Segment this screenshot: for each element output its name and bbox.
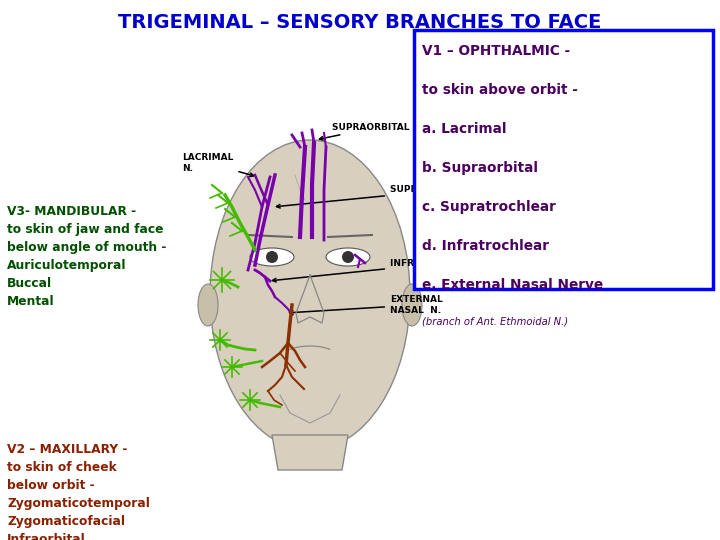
Text: a. Lacrimal: a. Lacrimal (422, 122, 506, 136)
Text: c. Supratrochlear: c. Supratrochlear (422, 200, 556, 214)
Text: b. Supraorbital: b. Supraorbital (422, 161, 538, 175)
Text: V1 – OPHTHALMIC -: V1 – OPHTHALMIC - (422, 44, 570, 58)
Text: (branch of Ant. Ethmoidal N.): (branch of Ant. Ethmoidal N.) (422, 316, 568, 327)
Text: to skin above orbit -: to skin above orbit - (422, 83, 578, 97)
Text: SUPRAORBITAL N.: SUPRAORBITAL N. (320, 123, 423, 140)
Ellipse shape (402, 284, 422, 326)
Text: V2 – MAXILLARY -
to skin of cheek
below orbit -
Zygomaticotemporal
Zygomaticofac: V2 – MAXILLARY - to skin of cheek below … (7, 443, 150, 540)
Text: LACRIMAL
N.: LACRIMAL N. (182, 153, 253, 177)
Circle shape (266, 251, 278, 263)
Ellipse shape (326, 248, 370, 266)
Text: TRIGEMINAL – SENSORY BRANCHES TO FACE: TRIGEMINAL – SENSORY BRANCHES TO FACE (118, 12, 602, 31)
Text: INFRATROCHLEAR N.: INFRATROCHLEAR N. (272, 259, 495, 282)
Polygon shape (272, 435, 348, 470)
Text: SUPRATROCHLEAR N.: SUPRATROCHLEAR N. (276, 186, 499, 208)
Bar (414, 30, 713, 289)
Ellipse shape (198, 284, 218, 326)
Ellipse shape (210, 140, 410, 450)
Text: EXTERNAL
NASAL  N.: EXTERNAL NASAL N. (289, 295, 443, 315)
Circle shape (342, 251, 354, 263)
Text: d. Infratrochlear: d. Infratrochlear (422, 239, 549, 253)
Text: V3- MANDIBULAR -
to skin of jaw and face
below angle of mouth -
Auriculotemporal: V3- MANDIBULAR - to skin of jaw and face… (7, 205, 166, 308)
Text: e. External Nasal Nerve: e. External Nasal Nerve (422, 278, 603, 292)
Ellipse shape (250, 248, 294, 266)
